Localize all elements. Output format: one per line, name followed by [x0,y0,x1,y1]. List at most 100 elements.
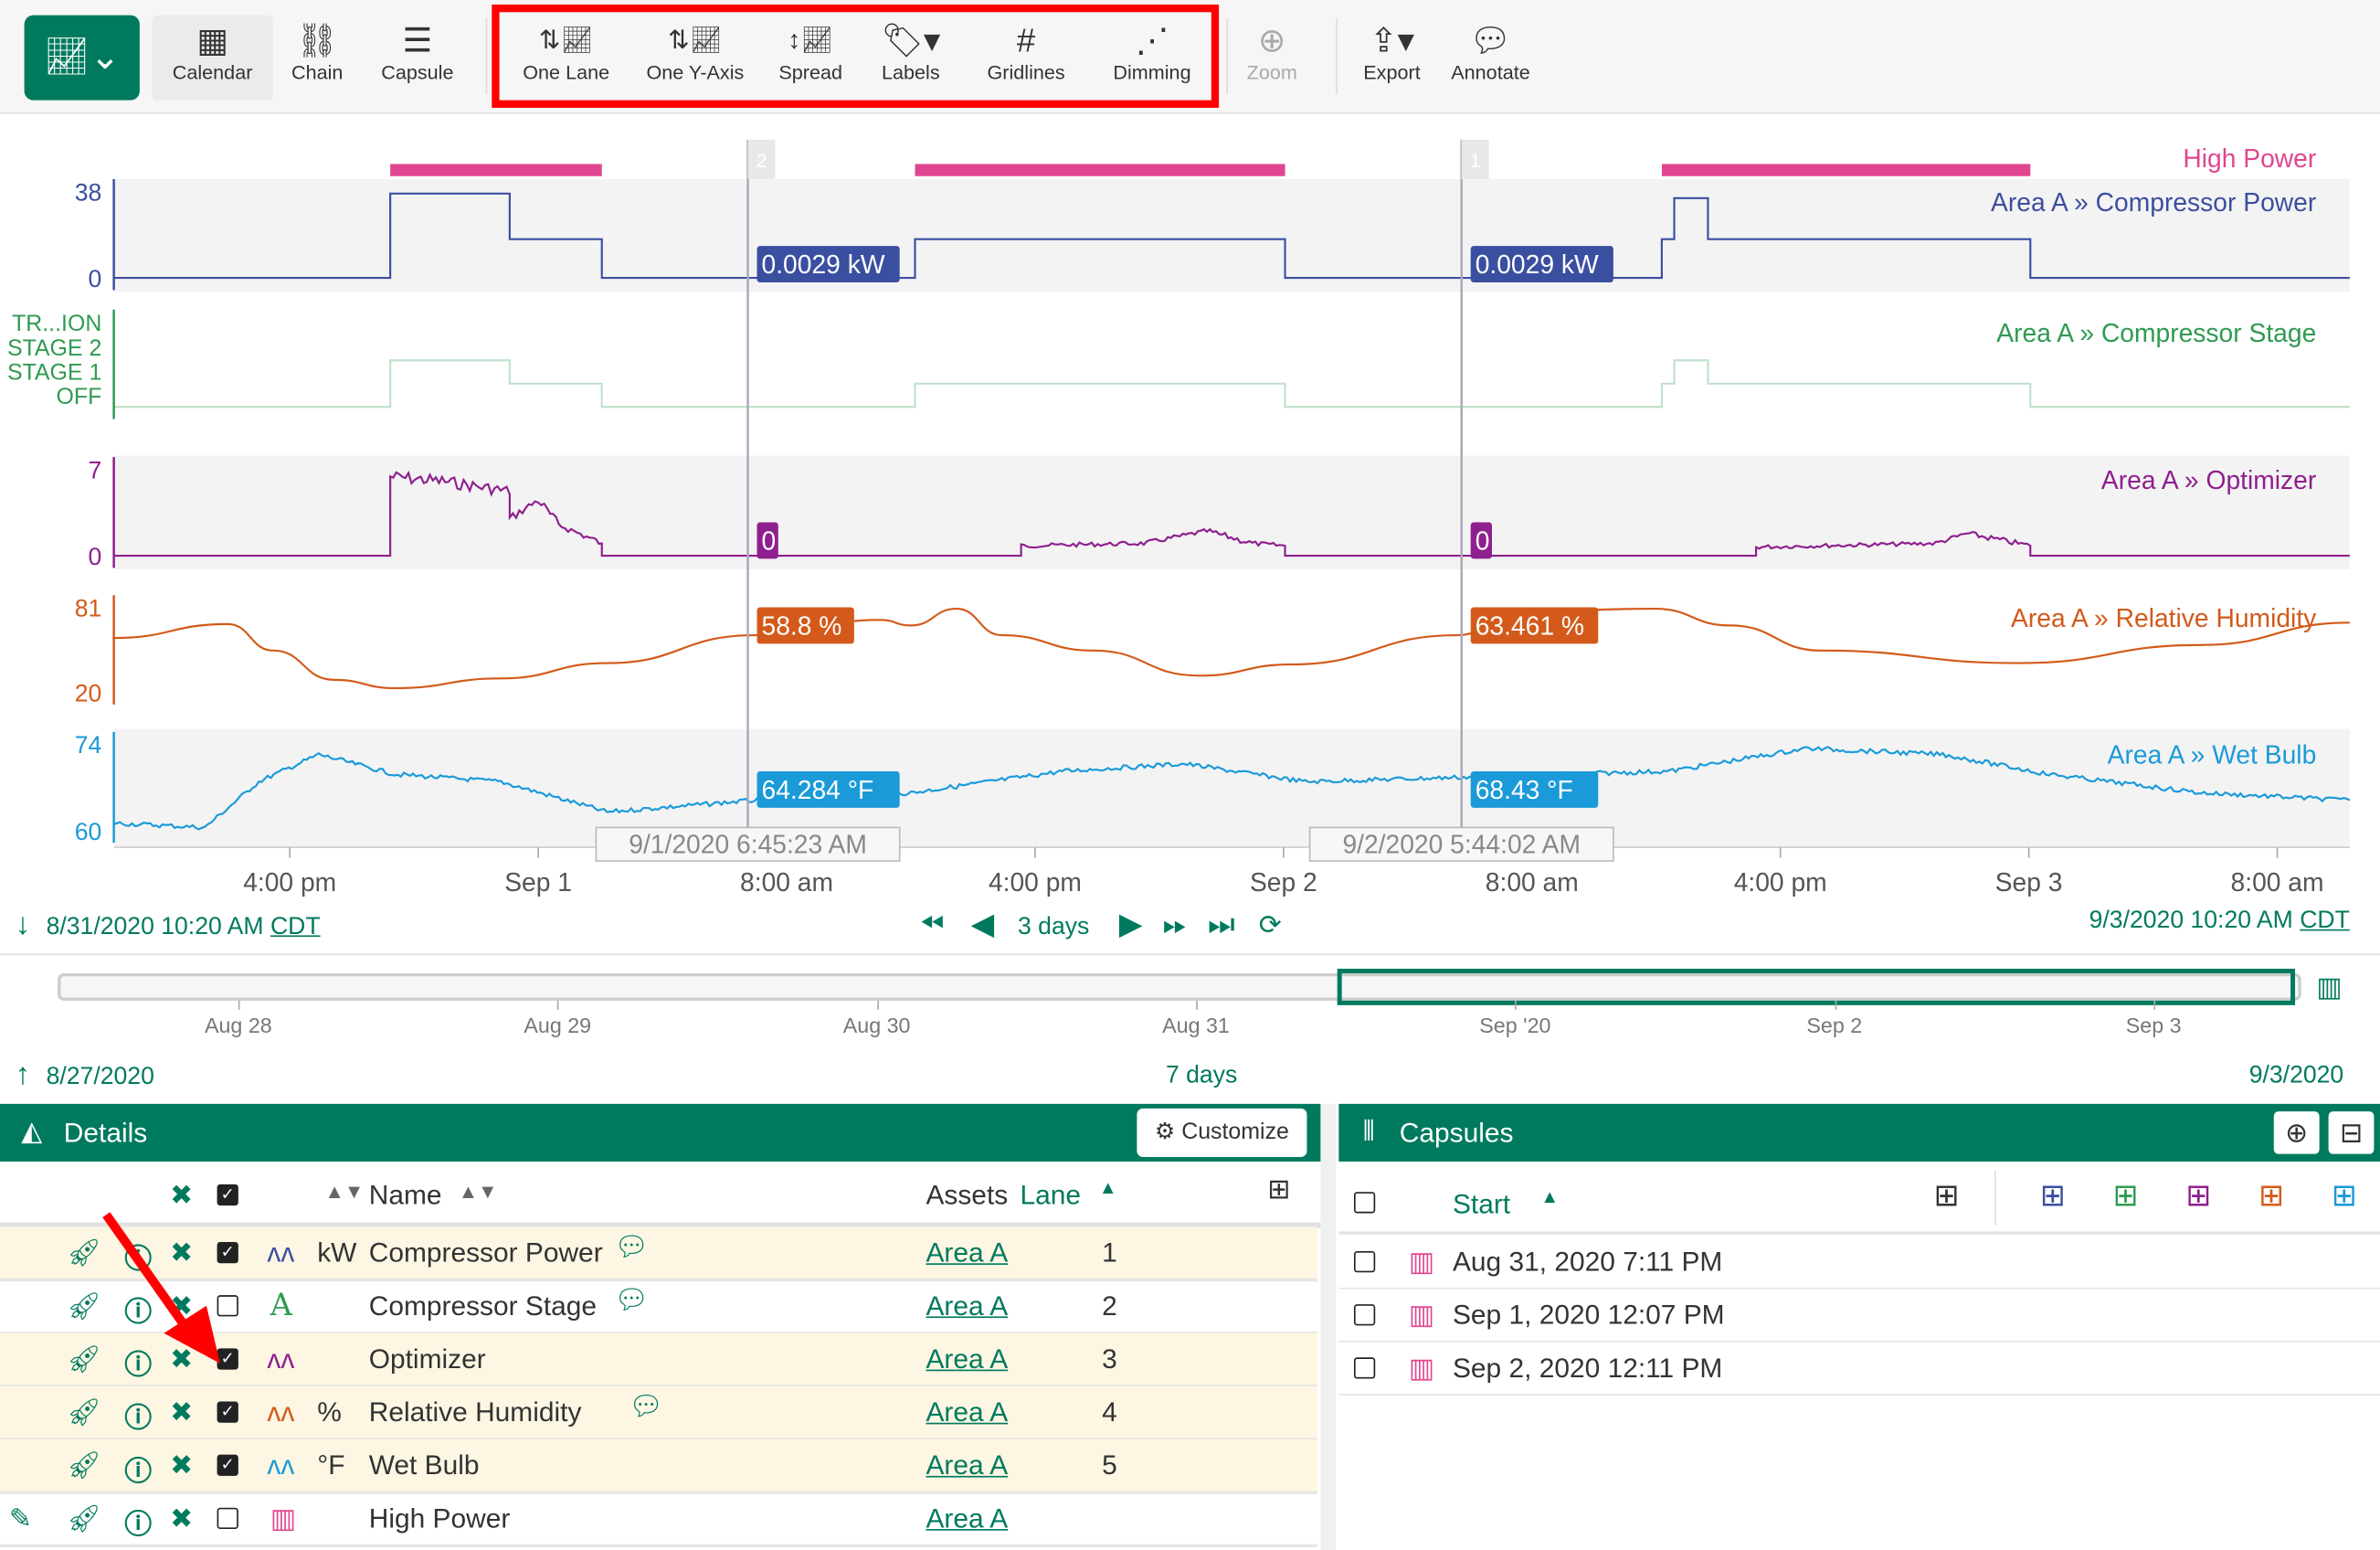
item-name[interactable]: Compressor Power [368,1237,603,1269]
add-capsule-column-icon[interactable]: ⊞ [2258,1179,2285,1214]
info-icon[interactable]: ⓘ [124,1509,153,1540]
customize-button[interactable]: ⚙ Customize [1137,1108,1307,1157]
capsule-bar[interactable] [390,164,602,176]
gridlines-button[interactable]: # Gridlines [975,16,1078,101]
series-line[interactable] [113,608,2350,690]
assets-column-header[interactable]: Assets [926,1179,1009,1211]
comment-icon[interactable]: 💬︎ [629,1390,664,1422]
navigator-duration[interactable]: 7 days [1165,1062,1238,1089]
minimize-button[interactable]: ⊟ [2328,1111,2375,1154]
name-column-header[interactable]: Name [368,1179,442,1211]
select-checkbox[interactable]: ✓ [217,1242,238,1264]
rocket-icon[interactable]: 🚀︎ [67,1449,102,1481]
remove-all-icon[interactable]: ✖ [170,1179,194,1211]
remove-icon[interactable]: ✖ [170,1396,194,1428]
capsule-row[interactable]: ▥ Sep 1, 2020 12:07 PM [1338,1290,2380,1343]
cursor-handle[interactable] [747,139,776,180]
navigator-track[interactable] [58,972,2301,1001]
details-row[interactable]: 🚀︎ ⓘ ✖ ✓ ᴧᴧ Optimizer Area A 3 [0,1332,1318,1388]
navigator-start[interactable]: ↑ 8/27/2020 [15,1057,154,1092]
panel-resize-handle[interactable] [1320,1103,1337,1550]
select-checkbox[interactable] [217,1295,238,1317]
info-icon[interactable]: ⓘ [124,1349,153,1381]
asset-link[interactable]: Area A [926,1290,1009,1322]
asset-link[interactable]: Area A [926,1343,1009,1375]
labels-button[interactable]: 🏷︎▾ Labels [868,16,953,101]
export-button[interactable]: ⇪▾ Export [1349,16,1434,101]
series-line[interactable] [113,746,2351,831]
series-line[interactable] [113,192,2350,280]
trend-chart[interactable]: High Power 38 0 Area A » Compressor Power TR… [0,114,2380,950]
details-row[interactable]: 🚀︎ ⓘ ✖ ✓ ᴧᴧ kW Compressor Power 💬︎ Area … [0,1226,1318,1282]
add-capsule-column-icon[interactable]: ⊞ [2112,1179,2139,1214]
add-capsule-column-icon[interactable]: ⊞ [2185,1179,2212,1214]
capsule-bar[interactable] [1661,164,2031,176]
add-capsule-column-icon[interactable]: ⊞ [2039,1179,2066,1214]
select-checkbox[interactable] [217,1507,238,1530]
capsule-bar[interactable] [915,164,1285,176]
jump-to-now-icon[interactable]: ⏭︎ [1208,908,1235,942]
series-line[interactable] [113,359,2350,409]
item-name[interactable]: Wet Bulb [368,1449,480,1481]
step-forward-full-icon[interactable]: ⏩︎ [1162,908,1188,942]
select-all-capsules-checkbox[interactable] [1353,1192,1376,1214]
capsule-checkbox[interactable] [1353,1357,1376,1379]
capsule-button[interactable]: ☰ Capsule [372,16,463,101]
rocket-icon[interactable]: 🚀︎ [67,1502,102,1534]
item-name[interactable]: Relative Humidity [368,1396,582,1428]
info-icon[interactable]: ⓘ [124,1456,153,1487]
asset-link[interactable]: Area A [926,1502,1009,1534]
add-capsule-column-icon[interactable]: ⊞ [1933,1179,1960,1214]
navigator-end[interactable]: 9/3/2020 [2248,1062,2344,1089]
capsule-checkbox[interactable] [1353,1250,1376,1273]
asset-link[interactable]: Area A [926,1396,1009,1428]
info-icon[interactable]: ⓘ [124,1403,153,1434]
add-capsule-column-icon[interactable]: ⊞ [2331,1179,2357,1214]
select-checkbox[interactable]: ✓ [217,1348,238,1370]
one-y-axis-button[interactable]: ⇅📈︎ One Y-Axis [638,16,753,101]
remove-icon[interactable]: ✖ [170,1237,194,1269]
details-row[interactable]: 🚀︎ ⓘ ✖ ✓ ᴧᴧ °F Wet Bulb Area A 5 [0,1439,1318,1494]
capsule-lane-icon[interactable]: ▥ [2316,971,2343,1003]
sort-icon[interactable]: ▲▼ [324,1179,365,1203]
details-row[interactable]: ✎ 🚀︎ ⓘ ✖ ▥ High Power Area A [0,1492,1318,1547]
one-lane-button[interactable]: ⇅📈︎ One Lane [513,16,619,101]
select-checkbox[interactable]: ✓ [217,1401,238,1423]
dimming-button[interactable]: ⋰ Dimming [1099,16,1205,101]
details-row[interactable]: 🚀︎ ⓘ ✖ ✓ ᴧᴧ % Relative Humidity 💬︎ Area … [0,1385,1318,1441]
calendar-button[interactable]: ▦ Calendar [152,15,274,101]
range-start[interactable]: ↓ 8/31/2020 10:20 AM CDT [15,908,321,942]
cursor-handle[interactable] [1461,139,1489,180]
refresh-icon[interactable]: ⟳ [1258,909,1282,940]
step-back-full-icon[interactable]: ⏪︎ [919,908,945,942]
duration-label[interactable]: 3 days [1017,914,1090,940]
range-end[interactable]: 9/3/2020 10:20 AM CDT [2089,908,2350,934]
annotate-button[interactable]: 💬︎ Annotate [1439,16,1542,101]
comment-icon[interactable]: 💬︎ [614,1231,650,1262]
item-name[interactable]: Compressor Stage [368,1290,598,1322]
remove-icon[interactable]: ✖ [170,1449,194,1481]
item-name[interactable]: High Power [368,1502,511,1534]
edit-icon[interactable]: ✎ [8,1502,33,1534]
chain-button[interactable]: ⛓ Chain [278,16,356,101]
rocket-icon[interactable]: 🚀︎ [67,1343,102,1375]
info-icon[interactable]: ⓘ [124,1243,153,1274]
rocket-icon[interactable]: 🚀︎ [67,1290,102,1322]
series-line[interactable] [113,470,2350,557]
lane-column-header[interactable]: Lane [1020,1179,1081,1211]
spread-button[interactable]: ↕📈︎ Spread [767,16,854,101]
zoom-capsules-button[interactable]: ⊕ [2273,1111,2320,1154]
capsule-row[interactable]: ▥ Sep 2, 2020 12:11 PM [1338,1343,2380,1396]
asset-link[interactable]: Area A [926,1237,1009,1269]
start-column-header[interactable]: Start [1452,1188,1511,1220]
item-name[interactable]: Optimizer [368,1343,486,1375]
remove-icon[interactable]: ✖ [170,1502,194,1534]
step-back-icon[interactable]: ◀ [970,908,995,942]
details-row[interactable]: 🚀︎ ⓘ ✖ A Compressor Stage 💬︎ Area A 2 [0,1280,1318,1335]
add-column-icon[interactable]: ⊞ [1267,1173,1291,1205]
capsule-checkbox[interactable] [1353,1304,1376,1326]
select-all-checkbox[interactable]: ✓ [217,1184,238,1206]
step-forward-icon[interactable]: ▶ [1118,908,1143,942]
sort-name-icon[interactable]: ▲▼ [458,1179,498,1203]
navigator-selection[interactable] [1337,968,2296,1005]
